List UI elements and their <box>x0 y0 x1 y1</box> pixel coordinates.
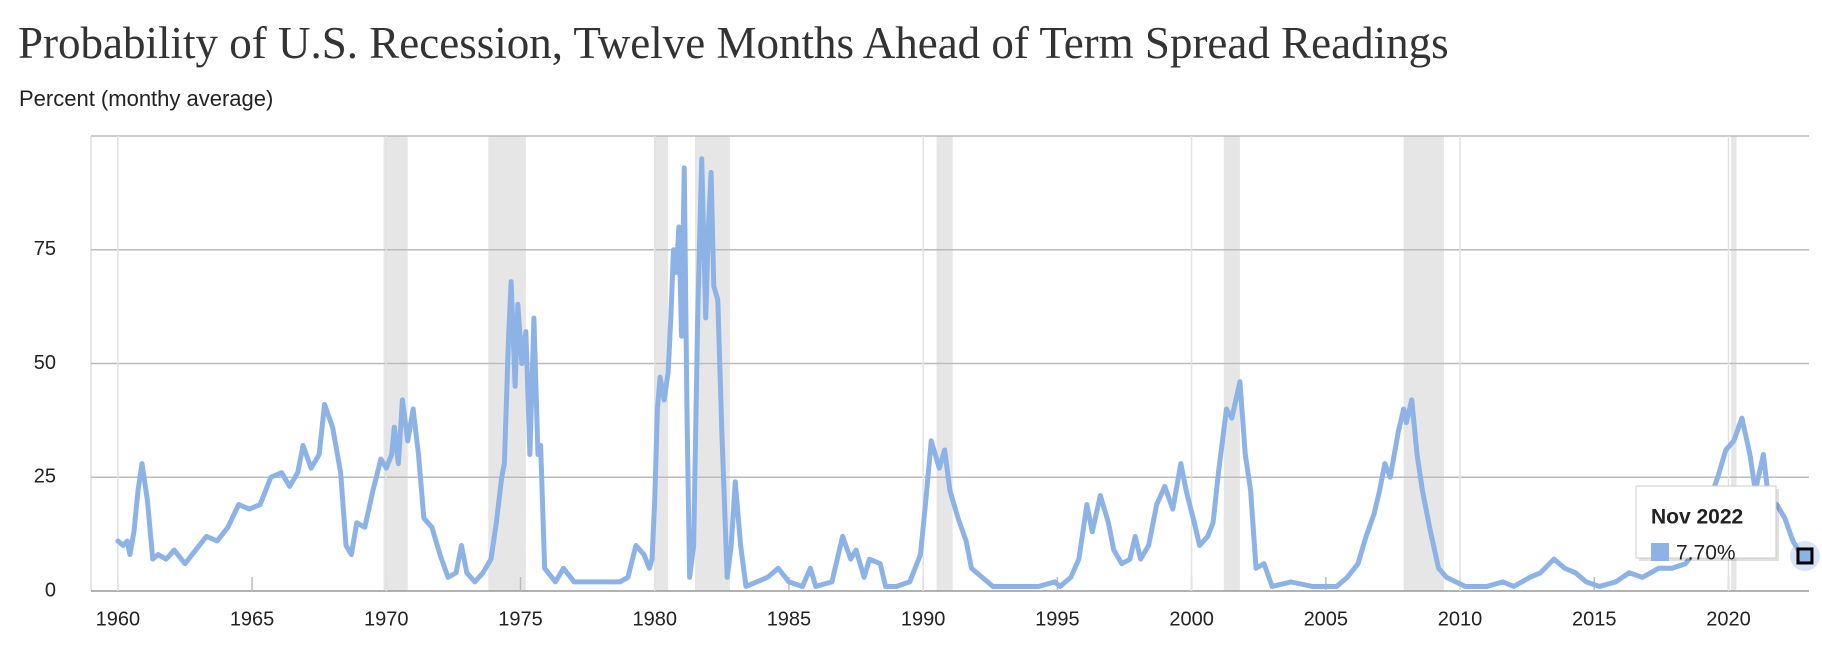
x-tick-label: 2005 <box>1304 608 1349 630</box>
x-tick-label: 1960 <box>96 608 141 630</box>
y-tick-label: 25 <box>34 466 56 488</box>
x-tick-label: 2000 <box>1169 608 1214 630</box>
tooltip-title: Nov 2022 <box>1651 506 1743 529</box>
x-tick-label: 2015 <box>1572 608 1617 630</box>
x-tick-label: 1965 <box>230 608 275 630</box>
marks <box>115 156 1808 589</box>
x-tick-label: 1980 <box>632 608 677 630</box>
chart-subtitle: Percent (monthy average) <box>19 86 273 111</box>
y-tick-label: 75 <box>34 238 56 260</box>
x-tick-label: 2020 <box>1706 608 1751 630</box>
hover-marker <box>1796 547 1814 565</box>
tooltip-swatch <box>1651 543 1669 561</box>
x-tick-label: 1970 <box>364 608 409 630</box>
chart-title: Probability of U.S. Recession, Twelve Mo… <box>18 18 1449 68</box>
tooltip: Nov 2022 7.70% <box>1635 485 1820 571</box>
x-tick-label: 1975 <box>498 608 543 630</box>
data-line <box>115 156 1808 589</box>
x-tick-label: 1990 <box>901 608 946 630</box>
x-tick-label: 1995 <box>1035 608 1080 630</box>
tooltip-value: 7.70% <box>1676 542 1736 565</box>
y-tick-label: 0 <box>45 579 56 601</box>
x-tick-label: 2010 <box>1438 608 1483 630</box>
x-tick-label: 1985 <box>767 608 812 630</box>
y-tick-label: 50 <box>34 352 56 374</box>
